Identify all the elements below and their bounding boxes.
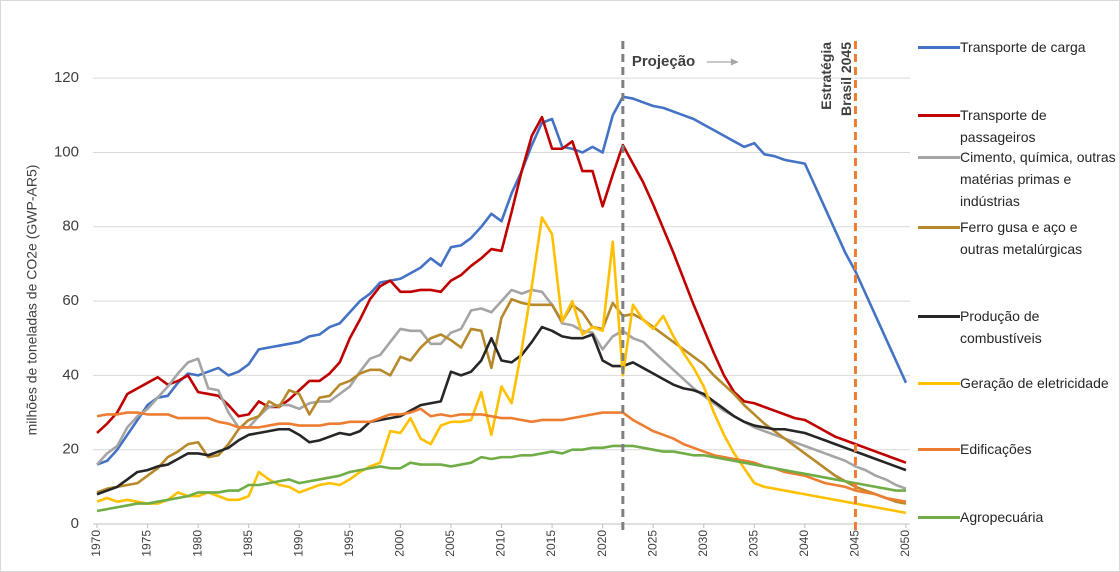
x-tick-label: 2040 (797, 530, 811, 557)
x-tick-label: 2025 (645, 530, 659, 557)
series-line (96, 115, 907, 464)
x-tick-label: 2030 (696, 530, 710, 557)
legend-swatch (918, 516, 960, 519)
legend-swatch (918, 46, 960, 49)
legend-entry: Cimento, química, outras matérias primas… (918, 146, 1118, 212)
legend-swatch (918, 156, 960, 159)
legend-swatch (918, 448, 960, 451)
x-tick-label: 2035 (746, 530, 760, 557)
legend-swatch (918, 114, 960, 117)
series-line (96, 288, 907, 490)
x-tick-label: 1980 (190, 530, 204, 557)
x-tick-label: 2010 (494, 530, 508, 557)
legend-label: Produção de combustíveis (960, 308, 1042, 346)
legend-label: Agropecuária (960, 509, 1044, 525)
series-line (96, 216, 907, 515)
target-label: Brasil 2045 (838, 42, 854, 116)
legend-label: Transporte de carga (960, 39, 1086, 55)
y-tick-label: 80 (62, 218, 79, 235)
y-tick-label: 0 (71, 515, 79, 532)
legend-entry: Geração de eletricidade (918, 372, 1118, 394)
legend-entry: Transporte de carga (918, 36, 1118, 58)
series-line (96, 325, 907, 496)
series-line (96, 95, 908, 466)
y-tick-label: 100 (54, 143, 79, 160)
legend-label: Ferro gusa e aço e outras metalúrgicas (960, 219, 1083, 257)
legend-label: Edificações (960, 441, 1032, 457)
x-tick-label: 2000 (393, 530, 407, 557)
legend-entry: Produção de combustíveis (918, 305, 1118, 349)
legend-label: Geração de eletricidade (960, 375, 1109, 391)
x-tick-label: 1970 (89, 530, 103, 557)
x-tick-label: 1990 (291, 530, 305, 557)
x-tick-label: 2005 (443, 530, 457, 557)
legend-entry: Transporte de passageiros (918, 104, 1118, 148)
x-tick-label: 1985 (241, 530, 255, 557)
legend-entry: Ferro gusa e aço e outras metalúrgicas (918, 216, 1118, 260)
x-tick-label: 2020 (595, 530, 609, 557)
x-tick-label: 1975 (140, 530, 154, 557)
projection-label: Projeção (632, 53, 695, 70)
y-tick-label: 40 (62, 366, 79, 383)
x-tick-label: 2050 (898, 530, 912, 557)
projection-arrowhead (730, 58, 739, 66)
legend-swatch (918, 315, 960, 318)
x-tick-label: 1995 (342, 530, 356, 557)
target-label: Estratégia (818, 42, 834, 110)
y-axis-label: milhões de toneladas de CO2e (GWP-AR5) (24, 165, 40, 436)
x-tick-label: 2045 (848, 530, 862, 557)
y-tick-label: 60 (62, 292, 79, 309)
series-line (96, 444, 906, 513)
y-tick-label: 20 (62, 441, 79, 458)
legend-label: Cimento, química, outras matérias primas… (960, 149, 1116, 209)
legend-entry: Edificações (918, 438, 1118, 460)
y-tick-label: 120 (54, 69, 79, 86)
x-tick-label: 2015 (544, 530, 558, 557)
legend-label: Transporte de passageiros (960, 107, 1047, 145)
legend-swatch (918, 226, 960, 229)
legend-entry: Agropecuária (918, 506, 1118, 528)
legend-swatch (918, 382, 960, 385)
